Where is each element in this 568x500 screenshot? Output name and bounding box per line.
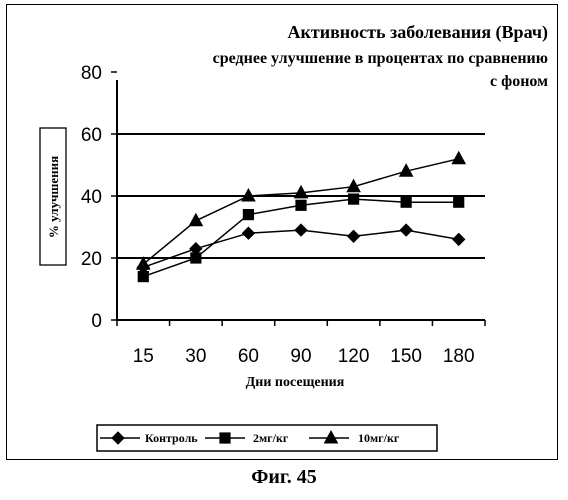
y-tick-label: 40 [81,187,102,208]
x-tick-label: 90 [290,346,311,367]
x-tick-label: 60 [238,346,259,367]
x-tick-label: 120 [338,346,370,367]
data-point [243,210,253,220]
data-point [138,272,148,282]
data-point [242,227,254,239]
y-tick-label: 60 [81,125,102,146]
data-point [400,224,412,236]
series-layer [137,152,465,282]
x-tick-label: 15 [133,346,154,367]
chart-subtitle-line2: с фоном [490,73,548,90]
data-point [348,230,360,242]
data-point [401,197,411,207]
y-tick-labels: 0 20 40 60 80 [81,63,102,332]
data-point [295,224,307,236]
data-point [452,152,465,164]
x-tick-label: 150 [390,346,422,367]
legend-label: Контроль [145,431,198,445]
data-point [189,214,202,226]
series-square [138,194,463,282]
legend-label: 2мг/кг [253,431,289,445]
legend-marker [220,433,230,443]
y-tick-label: 0 [91,311,102,332]
chart-title: Активность заболевания (Врач) [287,22,548,43]
data-point [349,194,359,204]
chart-subtitle-line1: среднее улучшение в процентах по сравнен… [213,50,548,67]
legend-label: 10мг/кг [358,431,400,445]
legend: Контроль 2мг/кг 10мг/кг [97,425,437,451]
x-tick-label: 30 [185,346,206,367]
x-tick-labels: 15 30 60 90 120 150 180 [133,346,475,367]
y-axis-label: % улучшения [46,156,61,238]
data-point [296,200,306,210]
axes [111,72,485,326]
series-diamond [137,224,464,273]
data-point [454,197,464,207]
figure-caption: Фиг. 45 [0,466,568,489]
x-axis-label: Дни посещения [246,375,345,390]
y-tick-label: 80 [81,63,102,84]
x-tick-label: 180 [443,346,475,367]
y-tick-label: 20 [81,249,102,270]
data-point [453,233,465,245]
data-point [191,253,201,263]
y-axis-label-box: % улучшения [40,128,66,265]
